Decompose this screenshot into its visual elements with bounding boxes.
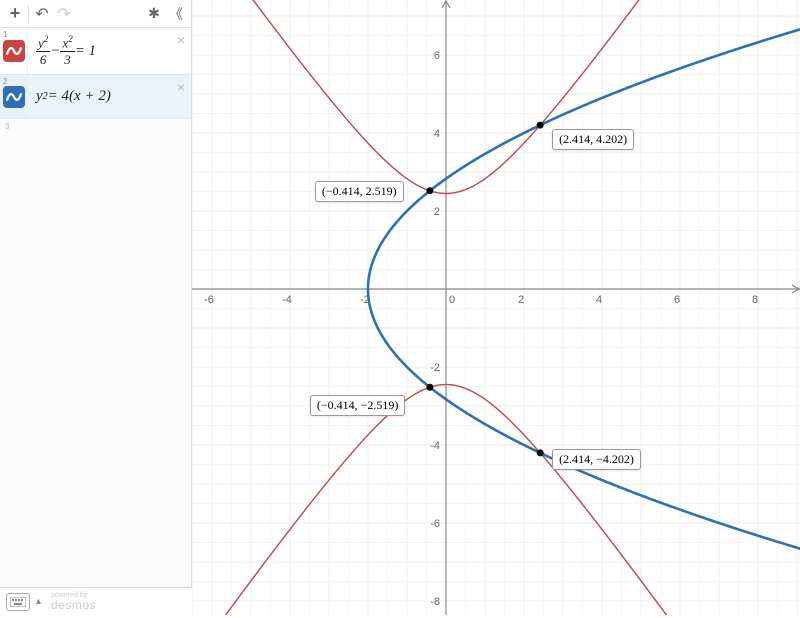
expression-list: 1y26 − x23 = 1×2y2 = 4(x + 2)× (0, 28, 191, 119)
delete-expression-button[interactable]: × (177, 79, 185, 95)
svg-text:2: 2 (434, 206, 440, 218)
svg-text:-4: -4 (430, 440, 440, 452)
point-label: (2.414, −4.202) (552, 449, 641, 470)
powered-by-label: powered by desmos (51, 592, 96, 611)
graph-svg: -6-4-202468-8-6-4-22468 (192, 0, 800, 615)
svg-text:6: 6 (674, 294, 680, 306)
keyboard-button[interactable] (6, 593, 30, 611)
settings-button[interactable]: ✱ (143, 3, 165, 25)
svg-text:4: 4 (434, 128, 440, 140)
sidebar-footer: ▴ powered by desmos (0, 587, 192, 615)
delete-expression-button[interactable]: × (177, 32, 185, 48)
svg-text:6: 6 (434, 50, 440, 62)
intersection-point (426, 384, 433, 391)
collapse-panel-button[interactable]: 《 (165, 3, 187, 25)
next-expression-index[interactable]: 3 (0, 119, 191, 134)
curve-icon (3, 86, 25, 108)
intersection-point (537, 449, 544, 456)
svg-text:-2: -2 (430, 362, 440, 374)
hyperbola-upper (193, 0, 800, 193)
intersection-point (537, 122, 544, 129)
expression-input[interactable]: y26 − x23 = 1 (28, 28, 191, 74)
expression-panel: + ↶ ↷ ✱ 《 1y26 − x23 = 1×2y2 = 4(x + 2)×… (0, 0, 192, 615)
expression-row[interactable]: 1 y26 − x23 = 1× (0, 28, 191, 75)
svg-text:-6: -6 (430, 518, 440, 530)
footer-caret-icon[interactable]: ▴ (36, 596, 41, 607)
svg-text:-4: -4 (282, 294, 292, 306)
expression-color-tab[interactable]: 1 (0, 28, 28, 74)
undo-button[interactable]: ↶ (31, 3, 53, 25)
expression-toolbar: + ↶ ↷ ✱ 《 (0, 0, 191, 28)
curve-icon (3, 40, 25, 62)
point-label: (−0.414, −2.519) (310, 395, 406, 416)
svg-text:0: 0 (449, 294, 455, 306)
svg-text:-8: -8 (430, 596, 440, 608)
point-label: (−0.414, 2.519) (315, 181, 404, 202)
add-expression-button[interactable]: + (4, 3, 26, 25)
hyperbola-lower (193, 385, 800, 615)
graph-area[interactable]: -6-4-202468-8-6-4-22468 (2.414, 4.202)(−… (192, 0, 800, 615)
svg-text:4: 4 (596, 294, 602, 306)
expression-row[interactable]: 2 y2 = 4(x + 2)× (0, 75, 191, 119)
expression-index: 1 (3, 30, 7, 39)
svg-text:-6: -6 (204, 294, 214, 306)
expression-index: 2 (3, 77, 7, 86)
intersection-point (426, 187, 433, 194)
expression-color-tab[interactable]: 2 (0, 75, 28, 118)
redo-button[interactable]: ↷ (53, 3, 75, 25)
svg-text:8: 8 (752, 294, 758, 306)
svg-text:2: 2 (518, 294, 524, 306)
point-label: (2.414, 4.202) (552, 129, 634, 150)
expression-input[interactable]: y2 = 4(x + 2) (28, 75, 191, 118)
